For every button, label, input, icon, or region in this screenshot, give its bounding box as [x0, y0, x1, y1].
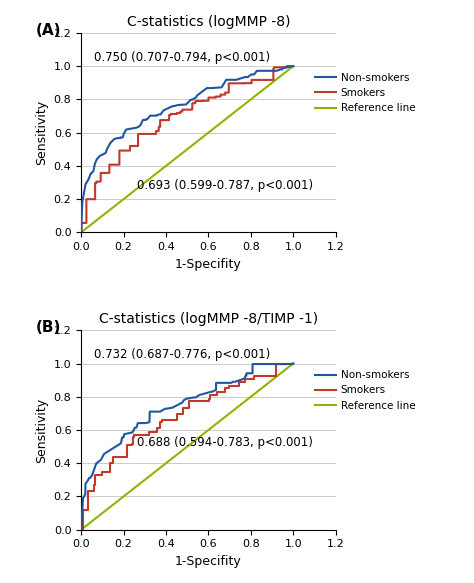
Y-axis label: Sensitivity: Sensitivity — [35, 398, 48, 462]
X-axis label: 1-Specifity: 1-Specifity — [175, 258, 242, 271]
Text: 0.732 (0.687-0.776, p<0.001): 0.732 (0.687-0.776, p<0.001) — [94, 348, 270, 361]
Legend: Non-smokers, Smokers, Reference line: Non-smokers, Smokers, Reference line — [310, 366, 419, 415]
Title: C-statistics (logMMP -8): C-statistics (logMMP -8) — [127, 15, 290, 29]
Text: (B): (B) — [35, 320, 61, 335]
Text: (A): (A) — [35, 23, 61, 38]
Y-axis label: Sensitivity: Sensitivity — [35, 100, 48, 165]
Legend: Non-smokers, Smokers, Reference line: Non-smokers, Smokers, Reference line — [310, 69, 419, 118]
X-axis label: 1-Specifity: 1-Specifity — [175, 555, 242, 568]
Text: 0.693 (0.599-0.787, p<0.001): 0.693 (0.599-0.787, p<0.001) — [137, 178, 313, 192]
Title: C-statistics (logMMP -8/TIMP -1): C-statistics (logMMP -8/TIMP -1) — [99, 312, 318, 326]
Text: 0.688 (0.594-0.783, p<0.001): 0.688 (0.594-0.783, p<0.001) — [137, 436, 313, 449]
Text: 0.750 (0.707-0.794, p<0.001): 0.750 (0.707-0.794, p<0.001) — [94, 51, 270, 64]
